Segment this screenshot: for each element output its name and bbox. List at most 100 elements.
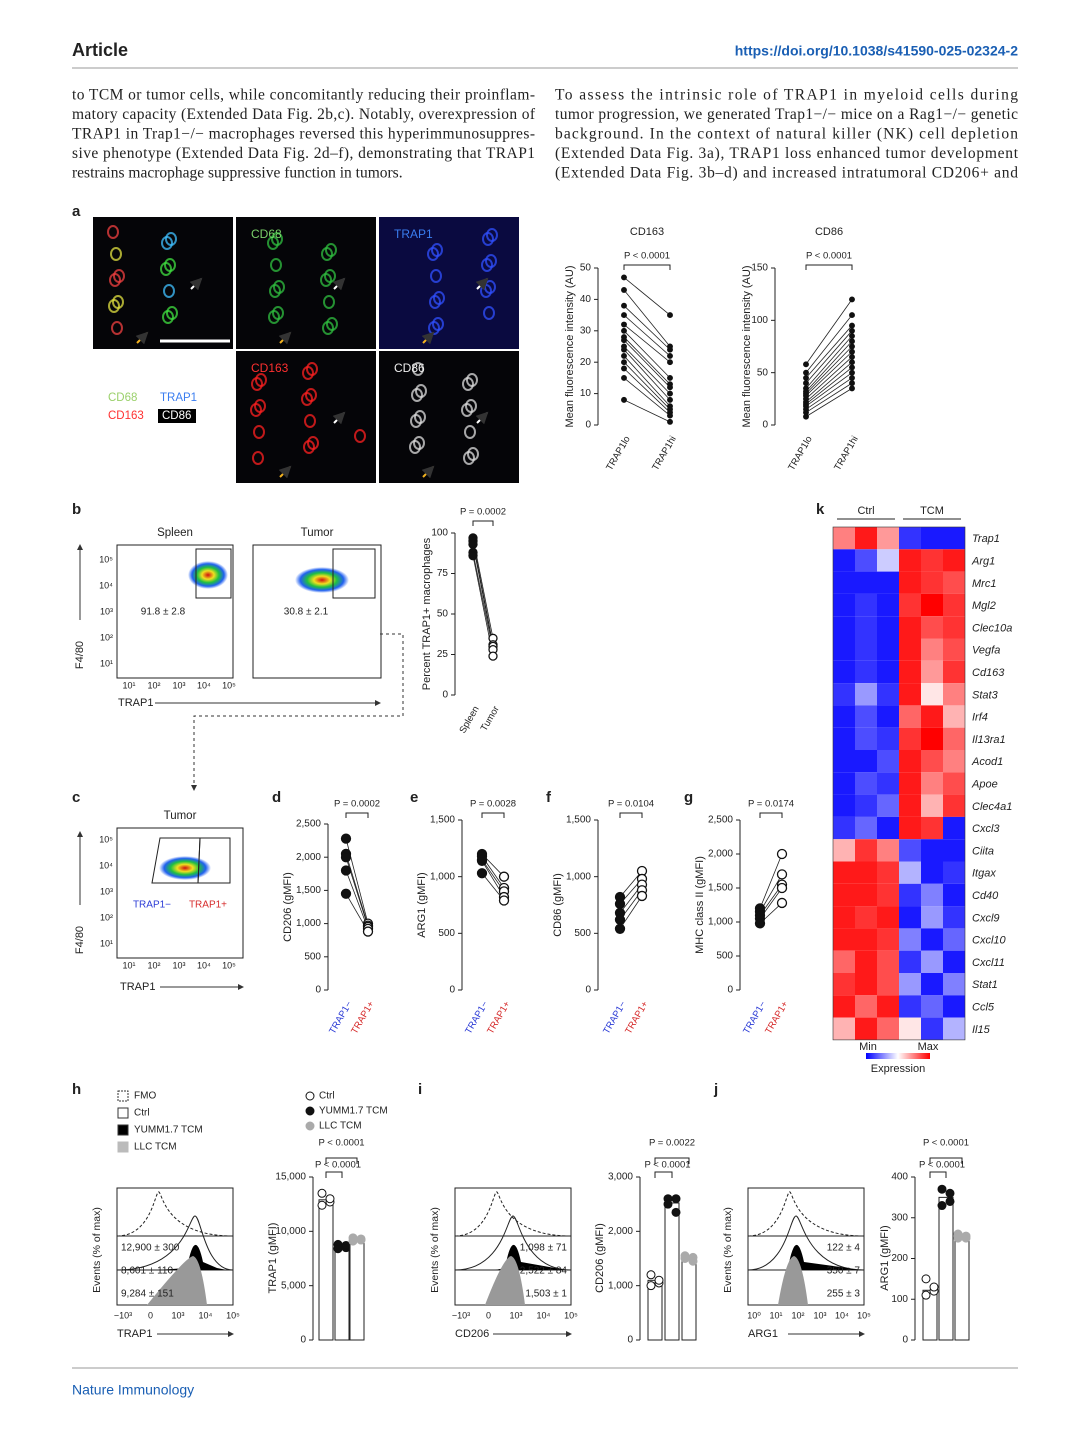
heatmap-cell <box>877 861 899 884</box>
heatmap-cell <box>877 571 899 594</box>
data-point <box>621 396 627 403</box>
heatmap-cell <box>899 527 921 550</box>
x-log-tick: 10² <box>147 680 160 690</box>
hist-tick: 0 <box>486 1310 491 1320</box>
fmo-curve <box>747 1191 865 1237</box>
heatmap-cell <box>855 883 877 907</box>
heatmap-cell <box>921 660 943 684</box>
data-point <box>498 871 510 882</box>
gene-label: Stat3 <box>972 689 999 701</box>
bar <box>318 1199 334 1341</box>
histogram-value: 122 ± 4 <box>827 1243 861 1254</box>
heatmap-cell <box>877 906 899 929</box>
data-point <box>849 364 855 371</box>
heatmap-cell <box>855 593 877 617</box>
heatmap-cell <box>855 549 877 572</box>
flow-title: Spleen <box>157 527 193 539</box>
cell <box>326 317 338 331</box>
data-point <box>803 380 809 387</box>
gate-value: 30.8 ± 2.1 <box>284 607 329 618</box>
p-value: P < 0.0001 <box>318 1138 364 1149</box>
y-tick-label: 1,000 <box>296 918 321 929</box>
heatmap-cell <box>855 950 877 973</box>
cell <box>272 306 284 320</box>
y-log-tick: 10³ <box>100 606 113 616</box>
cell <box>255 373 267 387</box>
y-tick-label: 200 <box>891 1253 908 1264</box>
heatmap-cell <box>899 906 921 929</box>
x-log-tick: 10³ <box>172 960 185 970</box>
data-point <box>929 1282 939 1292</box>
y-tick-label: 300 <box>891 1212 908 1223</box>
hist-tick: 10¹ <box>769 1310 782 1320</box>
heatmap-cell <box>943 571 965 594</box>
data-point <box>849 327 855 334</box>
body-line: (Extended Data Fig. 3b–d) and increased … <box>555 165 1018 182</box>
hist-tick: 10⁵ <box>226 1310 240 1320</box>
y-axis-label: MHC class II (gMFI) <box>694 856 706 954</box>
heatmap-cell <box>855 727 877 750</box>
data-point <box>849 385 855 392</box>
gene-label: Cxcl3 <box>972 823 1000 835</box>
y-tick-label: 150 <box>751 263 768 274</box>
heatmap-cell <box>833 683 855 706</box>
arrow <box>135 331 149 345</box>
gene-label: Cd163 <box>972 667 1005 679</box>
cell <box>113 269 125 283</box>
cell <box>431 243 443 257</box>
gate <box>332 548 376 599</box>
pair-line <box>623 314 671 357</box>
data-point <box>621 321 627 328</box>
gate <box>197 837 231 884</box>
fmo-curve <box>116 1191 234 1237</box>
gene-label: Clec4a1 <box>972 801 1012 813</box>
gene-label: Mrc1 <box>972 578 996 590</box>
heatmap-cell <box>943 727 965 750</box>
llc-curve <box>778 1256 808 1305</box>
heatmap-cell <box>833 950 855 973</box>
heatmap-cell <box>833 727 855 750</box>
doi-link[interactable]: https://doi.org/10.1038/s41590-025-02324… <box>735 43 1018 59</box>
legend-swatch <box>117 1107 129 1119</box>
data-point <box>325 1194 335 1204</box>
data-point <box>680 1254 690 1263</box>
heatmap-cell <box>899 705 921 728</box>
group-label: TCM <box>920 505 944 517</box>
body-line: matory capacity (Extended Data Fig. 2b,c… <box>72 106 536 123</box>
legend-marker <box>305 1106 315 1116</box>
x-log-tick: 10¹ <box>122 680 135 690</box>
legend-min: Min <box>859 1041 877 1053</box>
heatmap-cell <box>899 660 921 684</box>
heatmap-cell <box>943 861 965 884</box>
panel-label: h <box>72 1081 81 1098</box>
data-point <box>621 287 627 293</box>
legend-label: CD163 <box>108 410 144 422</box>
cell <box>433 291 445 305</box>
y-tick-label: 10,000 <box>275 1226 306 1237</box>
data-point <box>945 1196 955 1206</box>
legend-label: Ctrl <box>134 1108 150 1119</box>
panel-label: f <box>546 789 552 806</box>
y-tick-label: 0 <box>315 985 321 996</box>
legend-label: YUMM1.7 TCM <box>134 1125 203 1136</box>
y-tick-label: 2,000 <box>608 1226 633 1237</box>
heatmap-cell <box>833 1017 855 1040</box>
y-tick-label: 400 <box>891 1172 908 1183</box>
hist-tick: 10⁴ <box>199 1310 213 1320</box>
p-value: P < 0.0001 <box>806 251 852 262</box>
y-tick-label: 0 <box>449 985 455 996</box>
y-tick-label: 1,000 <box>566 871 591 882</box>
y-tick-label: 75 <box>437 568 449 579</box>
heatmap-cell <box>877 683 899 706</box>
arrow <box>332 411 346 425</box>
hist-y-label: Events (% of max) <box>91 1207 103 1293</box>
histogram-value: 255 ± 3 <box>827 1289 861 1300</box>
heatmap-cell <box>943 794 965 817</box>
heatmap-cell <box>855 1017 877 1040</box>
bracket <box>325 1171 343 1178</box>
x-axis-label: TRAP1 <box>118 697 153 709</box>
heatmap-cell <box>921 1017 943 1040</box>
gene-label: Cd40 <box>972 890 999 902</box>
heatmap-cell <box>855 928 877 951</box>
cell <box>306 362 318 376</box>
